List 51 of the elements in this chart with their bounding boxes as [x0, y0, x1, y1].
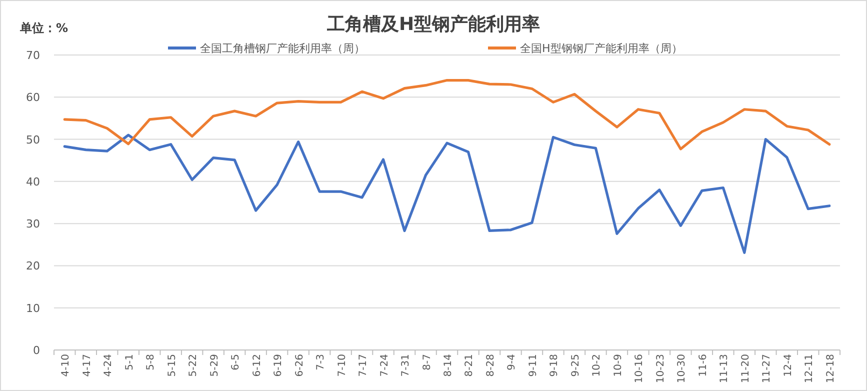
- x-tick-label: 7-24: [379, 354, 390, 377]
- y-tick-label: 30: [26, 218, 40, 231]
- x-tick-label: 11-6: [698, 354, 709, 377]
- x-tick-label: 12-11: [804, 354, 816, 384]
- x-tick-label: 6-19: [273, 354, 284, 377]
- text: 单位：%: [19, 21, 68, 35]
- x-tick-label: 11-13: [719, 354, 730, 384]
- x-tick-label: 9-18: [549, 354, 560, 377]
- x-tick-label: 10-9: [612, 354, 624, 377]
- x-tick-label: 8-7: [422, 354, 433, 370]
- chart-title: 工角槽及H型钢产能利用率: [326, 14, 540, 35]
- x-tick-label: 4-24: [103, 354, 114, 377]
- x-tick-label: 8-28: [485, 354, 496, 377]
- x-tick-label: 10-16: [634, 354, 646, 384]
- x-tick-label: 11-20: [740, 354, 752, 384]
- y-tick-label: 70: [26, 49, 40, 62]
- x-tick-label: 10-30: [676, 354, 688, 384]
- x-tick-label: 12-4: [782, 354, 794, 377]
- x-tick-label: 12-18: [825, 354, 836, 384]
- y-tick-label: 20: [26, 260, 40, 273]
- line-series: [63, 134, 831, 254]
- x-tick-label: 5-29: [209, 354, 220, 377]
- line-series: [63, 78, 831, 150]
- x-tick-label: 5-15: [166, 354, 178, 377]
- x-tick-label: 9-4: [506, 354, 518, 370]
- x-tick-label: 6-12: [252, 354, 263, 377]
- x-tick-label: 11-27: [762, 354, 773, 384]
- x-tick-label: 10-2: [592, 354, 603, 377]
- x-tick-label: 8-14: [443, 354, 454, 377]
- x-tick-label: 7-31: [400, 354, 412, 377]
- y-tick-label: 60: [26, 91, 40, 104]
- legend-label: 全国工角槽钢厂产能利用率（周）: [200, 42, 365, 55]
- y-tick-label: 40: [26, 175, 40, 188]
- y-tick-label: 10: [26, 302, 40, 315]
- x-tick-label: 5-8: [146, 354, 157, 370]
- x-tick-label: 6-26: [294, 354, 306, 377]
- x-tick-label: 8-21: [464, 354, 476, 377]
- x-tick-label: 10-23: [655, 354, 666, 384]
- x-tick-label: 6-5: [230, 354, 242, 370]
- x-tick-label: 9-11: [528, 354, 539, 377]
- legend-label: 全国H型钢钢厂产能利用率（周）: [520, 42, 682, 55]
- y-tick-label: 50: [26, 133, 40, 146]
- x-tick-label: 7-10: [336, 354, 348, 377]
- x-tick-label: 5-1: [124, 354, 136, 370]
- x-tick-label: 7-17: [358, 354, 370, 377]
- x-tick-label: 5-22: [188, 354, 200, 377]
- y-tick-label: 0: [33, 344, 40, 357]
- x-tick-label: 9-25: [570, 354, 582, 377]
- x-tick-label: 7-3: [316, 354, 327, 370]
- x-tick-label: 4-10: [60, 354, 72, 377]
- x-tick-label: 4-17: [82, 354, 93, 377]
